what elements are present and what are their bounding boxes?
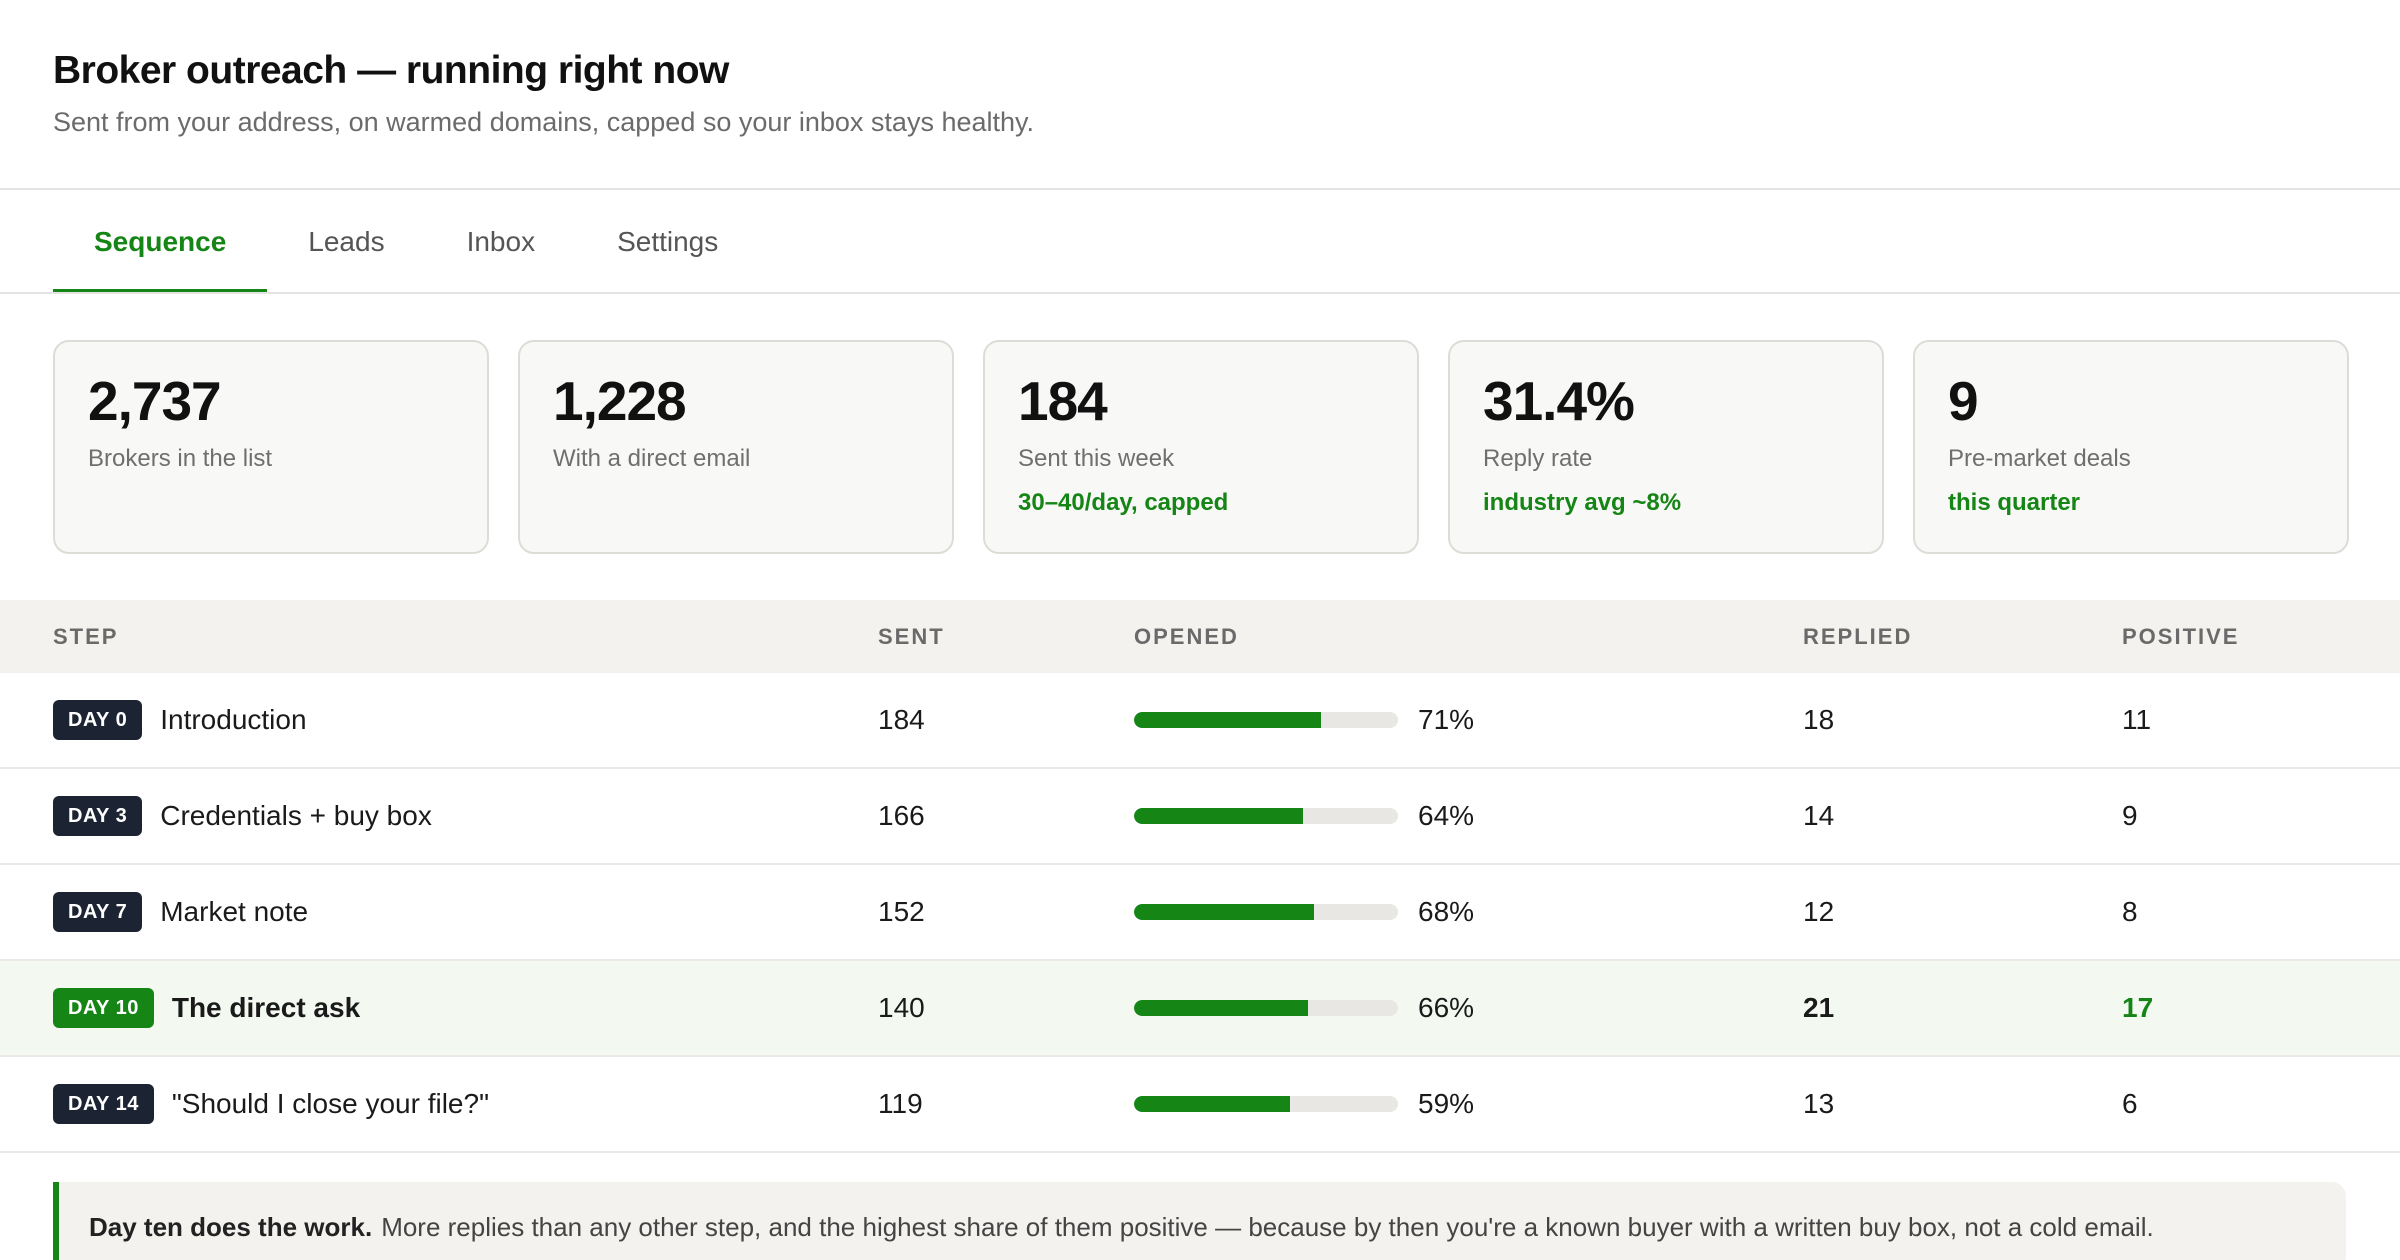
sent-value: 140 (878, 992, 925, 1023)
page-title: Broker outreach — running right now (53, 49, 729, 92)
stat-label: With a direct email (553, 445, 751, 472)
stat-value: 9 (1948, 370, 1979, 432)
replied-value: 12 (1803, 896, 1835, 927)
day-badge: DAY 3 (53, 796, 143, 836)
replied-value: 13 (1803, 1088, 1835, 1119)
opened-cell: 59% (1134, 1088, 1474, 1120)
positive-value: 6 (2122, 1088, 2138, 1119)
stat-label: Brokers in the list (88, 445, 273, 472)
step-cell: DAY 14 "Should I close your file?" (53, 1084, 489, 1124)
day-badge: DAY 14 (53, 1084, 154, 1124)
tab-leads[interactable]: Leads (308, 226, 385, 257)
callout-text: More replies than any other step, and th… (381, 1211, 2154, 1242)
day-badge: DAY 10 (53, 988, 154, 1028)
callout-heading: Day ten does the work. (89, 1211, 373, 1242)
column-header-replied: REPLIED (1803, 623, 1913, 649)
opened-cell: 71% (1134, 704, 1474, 736)
opened-bar-fill (1134, 712, 1322, 728)
replied-value: 18 (1803, 704, 1835, 735)
sent-value: 184 (878, 704, 925, 735)
stat-value: 184 (1018, 370, 1108, 432)
step-cell: DAY 3 Credentials + buy box (53, 796, 432, 836)
stat-value: 2,737 (88, 370, 222, 432)
step-cell: DAY 7 Market note (53, 892, 308, 932)
stat-label: Reply rate (1483, 445, 1593, 472)
table-header: STEP SENT OPENED REPLIED POSITIVE (0, 600, 2400, 673)
opened-percent: 59% (1418, 1088, 1475, 1119)
table-row[interactable]: DAY 0 Introduction 184 71% 18 11 (0, 673, 2400, 769)
opened-percent: 71% (1418, 704, 1475, 735)
divider (0, 188, 2400, 190)
stat-value: 1,228 (553, 370, 687, 432)
stat-note: industry avg ~8% (1483, 489, 1682, 516)
opened-bar (1134, 1096, 1398, 1112)
step-cell: DAY 0 Introduction (53, 700, 307, 740)
day-badge: DAY 7 (53, 892, 143, 932)
column-header-opened: OPENED (1134, 623, 1239, 649)
positive-value: 8 (2122, 896, 2138, 927)
opened-cell: 68% (1134, 896, 1474, 928)
opened-bar (1134, 808, 1398, 824)
positive-value: 11 (2122, 704, 2152, 735)
stat-card-brokers: 2,737 Brokers in the list (53, 340, 489, 554)
step-name: Market note (160, 896, 309, 927)
opened-percent: 66% (1418, 992, 1475, 1023)
positive-value: 9 (2122, 800, 2138, 831)
sent-value: 119 (878, 1088, 923, 1119)
opened-bar (1134, 712, 1398, 728)
stat-note: this quarter (1948, 489, 2081, 516)
stat-note: 30–40/day, capped (1018, 489, 1229, 516)
stat-card-sent-week: 184 Sent this week 30–40/day, capped (983, 340, 1419, 554)
table-row[interactable]: DAY 10 The direct ask 140 66% 21 17 (0, 961, 2400, 1057)
table-row[interactable]: DAY 3 Credentials + buy box 166 64% 14 9 (0, 769, 2400, 865)
column-header-sent: SENT (878, 623, 945, 649)
sent-value: 152 (878, 896, 925, 927)
opened-cell: 66% (1134, 992, 1474, 1024)
tab-settings[interactable]: Settings (617, 226, 719, 257)
sent-value: 166 (878, 800, 925, 831)
opened-bar-fill (1134, 1096, 1290, 1112)
opened-percent: 68% (1418, 896, 1475, 927)
opened-bar (1134, 1000, 1398, 1016)
sequence-table: STEP SENT OPENED REPLIED POSITIVE DAY 0 I… (0, 600, 2400, 1153)
step-name: Introduction (160, 704, 307, 735)
step-cell: DAY 10 The direct ask (53, 988, 360, 1028)
tab-bar: Sequence Leads Inbox Settings (53, 190, 759, 294)
stat-cards: 2,737 Brokers in the list 1,228 With a d… (53, 340, 2349, 554)
replied-value: 21 (1803, 992, 1835, 1023)
opened-cell: 64% (1134, 800, 1474, 832)
stat-card-reply-rate: 31.4% Reply rate industry avg ~8% (1448, 340, 1884, 554)
tab-inbox[interactable]: Inbox (466, 226, 536, 257)
divider (0, 292, 2400, 294)
step-name: Credentials + buy box (160, 800, 432, 831)
day-badge: DAY 0 (53, 700, 143, 740)
replied-value: 14 (1803, 800, 1835, 831)
stat-label: Sent this week (1018, 445, 1175, 472)
stat-card-direct-email: 1,228 With a direct email (518, 340, 954, 554)
column-header-positive: POSITIVE (2122, 623, 2240, 649)
column-header-step: STEP (53, 623, 119, 649)
page-header: Broker outreach — running right now Sent… (53, 44, 2353, 142)
positive-value: 17 (2122, 992, 2154, 1023)
stat-card-deals: 9 Pre-market deals this quarter (1913, 340, 2349, 554)
step-name: "Should I close your file?" (171, 1088, 490, 1119)
tab-sequence[interactable]: Sequence (53, 190, 268, 294)
table-row[interactable]: DAY 14 "Should I close your file?" 119 59% 1… (0, 1057, 2400, 1153)
page-subtitle: Sent from your address, on warmed domain… (53, 107, 1035, 137)
stat-value: 31.4% (1483, 370, 1635, 432)
step-name: The direct ask (171, 992, 361, 1023)
stat-label: Pre-market deals (1948, 445, 2131, 472)
opened-bar-fill (1134, 808, 1303, 824)
opened-bar-fill (1134, 1000, 1309, 1016)
table-row[interactable]: DAY 7 Market note 152 68% 12 8 (0, 865, 2400, 961)
insight-callout: Day ten does the work. More replies than… (53, 1182, 2346, 1260)
opened-percent: 64% (1418, 800, 1475, 831)
opened-bar-fill (1134, 904, 1314, 920)
opened-bar (1134, 904, 1398, 920)
